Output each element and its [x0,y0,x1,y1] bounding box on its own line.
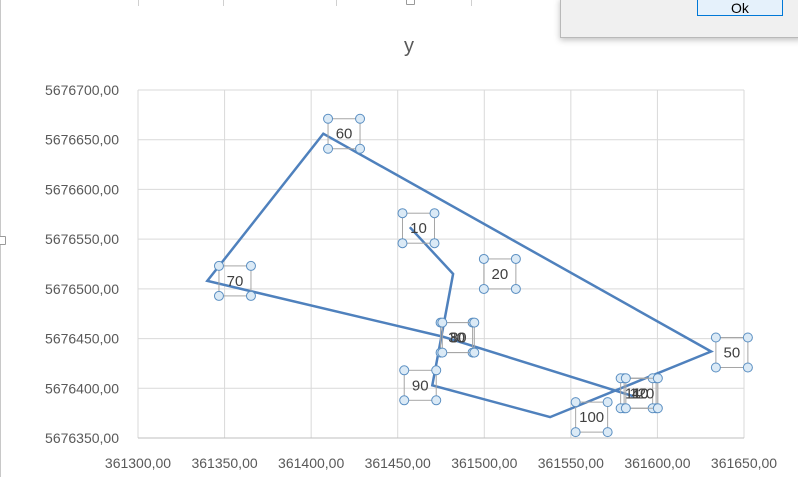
data-label-handle [437,347,448,358]
data-label-handle [429,238,440,249]
data-label-handle [431,395,442,406]
data-label-text: 60 [336,126,353,143]
data-label-text: 80 [450,330,467,347]
x-tick-label: 361600,00 [624,455,690,471]
data-label-handle [602,397,613,408]
y-tick-label: 5676450,00 [45,331,119,347]
ok-button[interactable]: Ok [697,0,783,16]
y-tick-label: 5676350,00 [45,430,119,446]
data-label-handle [478,253,489,264]
data-label-text: 10 [410,220,427,237]
data-label-handle [469,317,480,328]
data-label-handle [245,290,256,301]
data-label-handle [429,208,440,219]
data-label-box [218,265,252,297]
message-dialog: Ok [560,0,798,38]
data-label-handle [570,397,581,408]
data-label-handle [510,283,521,294]
data-label: 10 [397,208,440,249]
data-label-handle [431,365,442,376]
x-tick-label: 361400,00 [278,455,344,471]
data-label-box [625,377,659,409]
x-tick-label: 361450,00 [365,455,431,471]
data-label-handle [620,403,631,414]
data-label: 90 [399,365,442,406]
data-label-box [575,401,609,433]
data-label-text: 20 [492,266,509,283]
data-label-box [715,336,749,368]
data-label: 80 [437,317,480,358]
data-label-handle [742,332,753,343]
x-tick-label: 361300,00 [105,455,171,471]
data-label-box [327,118,361,150]
data-label-text: 110 [625,385,649,402]
data-label: 50 [710,332,753,373]
data-label-handle [245,260,256,271]
y-tick-label: 5676400,00 [45,380,119,396]
y-tick-label: 5676600,00 [45,181,119,197]
data-label-handle [478,283,489,294]
data-label-handle [355,113,366,124]
data-label-handle [323,113,334,124]
y-tick-label: 5676550,00 [45,231,119,247]
data-label-box [403,369,437,401]
y-tick-label: 5676650,00 [45,132,119,148]
x-tick-label: 361550,00 [538,455,604,471]
data-label-handle [570,427,581,438]
data-label-handle [469,347,480,358]
data-label: 70 [213,260,256,301]
data-label-text: 100 [579,409,604,426]
data-label-handle [742,362,753,373]
series-line [205,132,714,419]
data-label-handle [397,208,408,219]
data-label-handle [652,373,663,384]
data-label-handle [399,395,410,406]
y-tick-label: 5676500,00 [45,281,119,297]
data-label-text: 90 [412,377,429,394]
chart-title: y [404,35,414,57]
data-label-handle [710,362,721,373]
data-label-text: 30 [448,330,465,347]
data-label-handle [510,253,521,264]
data-label-box [401,212,435,244]
chart-resize-handle-top[interactable] [406,0,415,5]
data-label-handle [620,373,631,384]
x-tick-label: 361500,00 [451,455,517,471]
data-label: 120 [620,373,663,414]
chart-top-edge [1,0,561,6]
data-label-handle [602,427,613,438]
data-label-handle [213,260,224,271]
data-label: 20 [478,253,521,294]
x-tick-label: 361350,00 [191,455,257,471]
data-label: 100 [570,397,613,438]
data-label-box [483,258,517,290]
data-label-handle [399,365,410,376]
data-label-text: 70 [227,273,244,290]
data-label-handle [355,143,366,154]
data-label-handle [397,238,408,249]
data-label-text: 50 [724,344,741,361]
chart-resize-handle-left[interactable] [0,236,6,245]
data-label-handle [652,403,663,414]
x-tick-label: 361650,00 [711,455,777,471]
data-label-box [441,322,475,354]
data-label: 60 [323,113,366,154]
data-label-handle [323,143,334,154]
y-tick-label: 5676700,00 [45,82,119,98]
data-label-text: 40 [632,385,649,402]
data-label-text: 120 [629,385,654,402]
data-label-handle [437,317,448,328]
data-label-handle [213,290,224,301]
data-label-handle [710,332,721,343]
